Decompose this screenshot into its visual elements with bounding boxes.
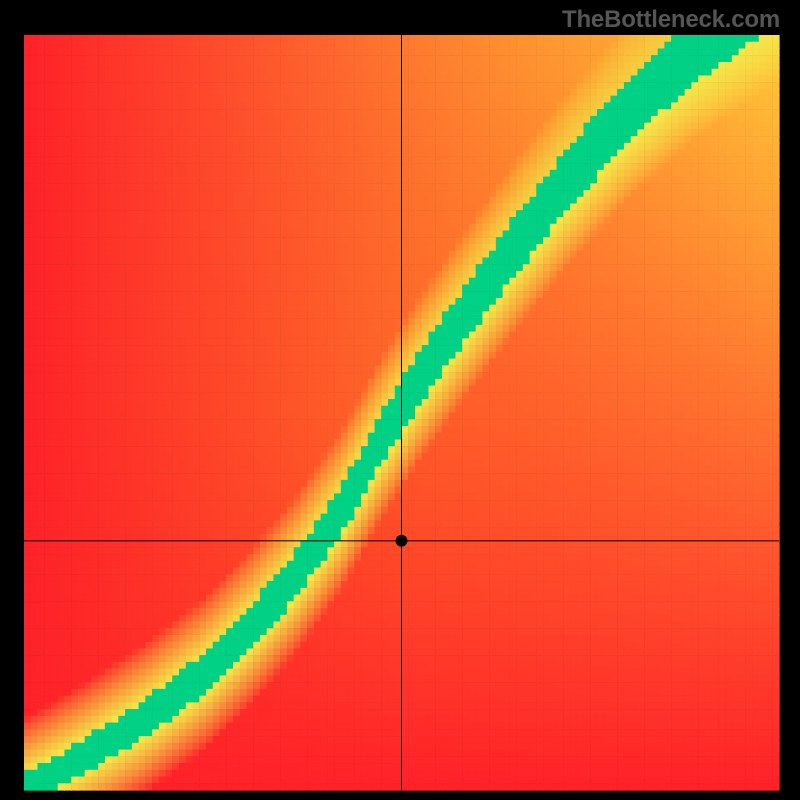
watermark-text: TheBottleneck.com [562, 6, 780, 34]
bottleneck-heatmap [0, 0, 800, 800]
